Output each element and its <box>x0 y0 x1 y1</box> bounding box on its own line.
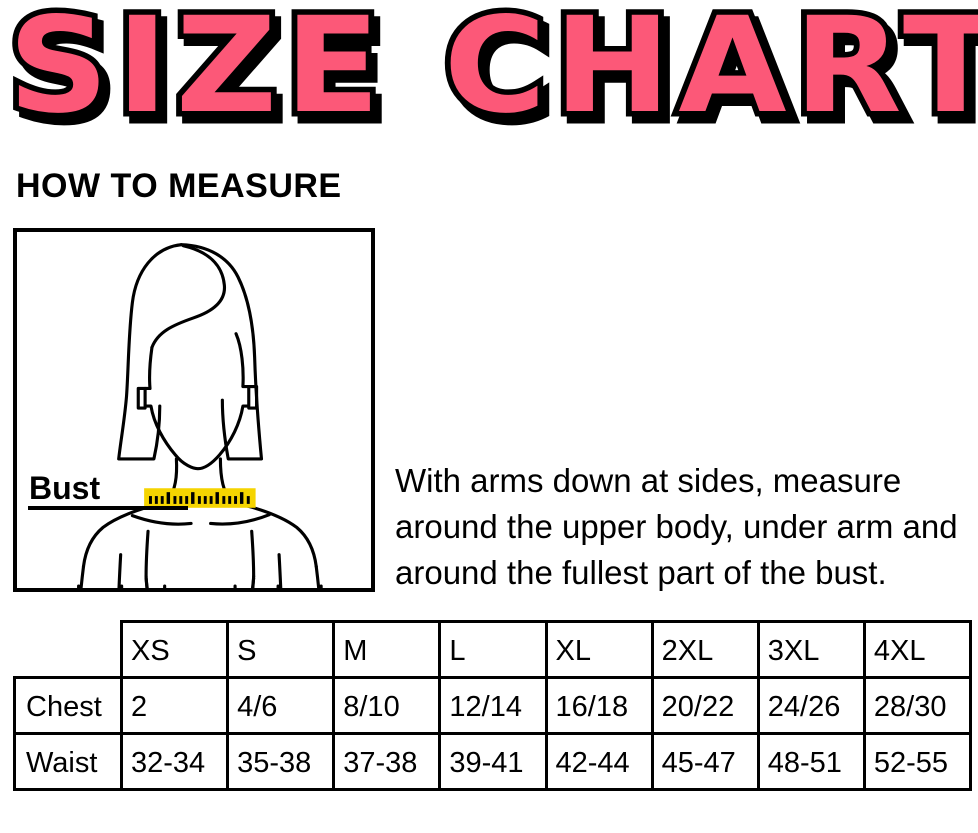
cell-chest-4xl: 28/30 <box>862 676 973 735</box>
bust-leader-line <box>28 506 188 510</box>
cell-waist-m: 37-38 <box>332 732 442 791</box>
table-header-2xl: 2XL <box>650 620 760 679</box>
row-label-chest: Chest <box>13 676 123 735</box>
female-torso-figure-icon <box>77 243 323 588</box>
table-corner-cell <box>15 622 122 678</box>
table-header-row: XS S M L XL 2XL 3XL 4XL <box>15 620 973 679</box>
page-title: SIZE CHART <box>2 0 978 143</box>
cell-waist-4xl: 52-55 <box>862 732 973 791</box>
table-header-4xl: 4XL <box>862 620 973 679</box>
table-header-xl: XL <box>544 620 654 679</box>
row-label-waist: Waist <box>13 732 123 791</box>
table-header-xs: XS <box>119 620 230 679</box>
cell-chest-s: 4/6 <box>226 676 336 735</box>
cell-waist-s: 35-38 <box>226 732 336 791</box>
cell-waist-2xl: 45-47 <box>650 732 760 791</box>
cell-chest-l: 12/14 <box>438 676 548 735</box>
cell-chest-2xl: 20/22 <box>650 676 760 735</box>
bust-measurement-label: Bust <box>29 470 101 506</box>
measuring-tape-icon <box>144 488 256 508</box>
section-heading-how-to-measure: HOW TO MEASURE <box>16 167 342 205</box>
cell-waist-l: 39-41 <box>438 732 548 791</box>
size-chart-table: XS S M L XL 2XL 3XL 4XL Chest 2 4/6 8/10… <box>13 620 973 791</box>
cell-waist-3xl: 48-51 <box>756 732 866 791</box>
table-row: Waist 32-34 35-38 37-38 39-41 42-44 45-4… <box>13 732 973 791</box>
table-header-l: L <box>438 620 548 679</box>
cell-waist-xs: 32-34 <box>119 732 230 791</box>
cell-chest-xs: 2 <box>119 676 230 735</box>
cell-chest-3xl: 24/26 <box>756 676 866 735</box>
page-title-banner: SIZE CHART SIZE CHART <box>0 0 978 150</box>
table-header-3xl: 3XL <box>756 620 866 679</box>
cell-waist-xl: 42-44 <box>544 732 654 791</box>
cell-chest-m: 8/10 <box>332 676 442 735</box>
table-header-m: M <box>332 620 442 679</box>
measurement-instructions: With arms down at sides, measure around … <box>395 462 958 591</box>
cell-chest-xl: 16/18 <box>544 676 654 735</box>
table-header-s: S <box>226 620 336 679</box>
measurement-illustration-box <box>13 228 375 592</box>
page-title-shadow: SIZE CHART <box>8 0 978 150</box>
table-row: Chest 2 4/6 8/10 12/14 16/18 20/22 24/26… <box>13 676 973 735</box>
